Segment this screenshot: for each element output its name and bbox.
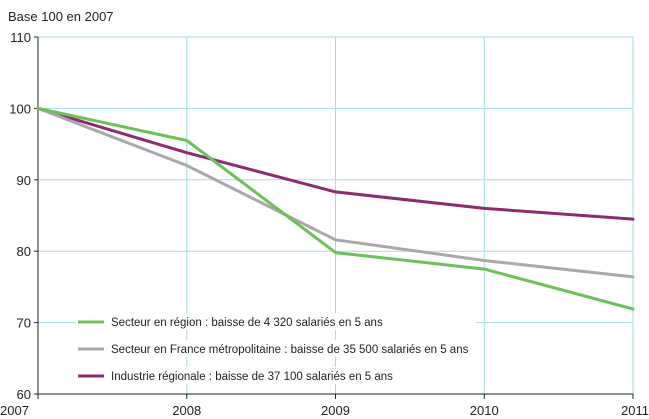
axes: 60 70 80 90 100 110 2007 2008 2009 2010 2011 bbox=[0, 30, 649, 418]
series-line-1 bbox=[36, 106, 635, 311]
y-tick-label: 110 bbox=[10, 30, 31, 45]
y-tick-label: 60 bbox=[17, 387, 31, 402]
legend-entry-background bbox=[76, 313, 476, 330]
x-tick-label: 2008 bbox=[172, 403, 201, 418]
x-tick-label: 2010 bbox=[470, 403, 499, 418]
x-tick-label: 2009 bbox=[321, 403, 350, 418]
legend-label: Secteur en région : baisse de 4 320 sala… bbox=[111, 317, 383, 329]
x-tick-label: 2007 bbox=[0, 403, 29, 418]
legend-label: Secteur en France métropolitaine : baiss… bbox=[111, 344, 469, 356]
legend-entry-background bbox=[76, 367, 476, 384]
series-line-3 bbox=[36, 106, 635, 221]
y-tick-label: 70 bbox=[17, 316, 31, 331]
unit-label: Base 100 en 2007 bbox=[8, 9, 114, 24]
y-tick-label: 90 bbox=[17, 173, 31, 188]
y-tick-label: 100 bbox=[9, 101, 31, 116]
y-tick-label: 80 bbox=[17, 244, 31, 259]
series-lines bbox=[36, 106, 635, 311]
legend-entry-background bbox=[76, 340, 476, 357]
legend-label: Industrie régionale : baisse de 37 100 s… bbox=[111, 371, 393, 383]
x-tick-label: 2011 bbox=[621, 403, 649, 418]
legend: Secteur en région : baisse de 4 320 sala… bbox=[76, 313, 476, 384]
series-line-2 bbox=[36, 106, 635, 279]
grid bbox=[38, 36, 634, 394]
